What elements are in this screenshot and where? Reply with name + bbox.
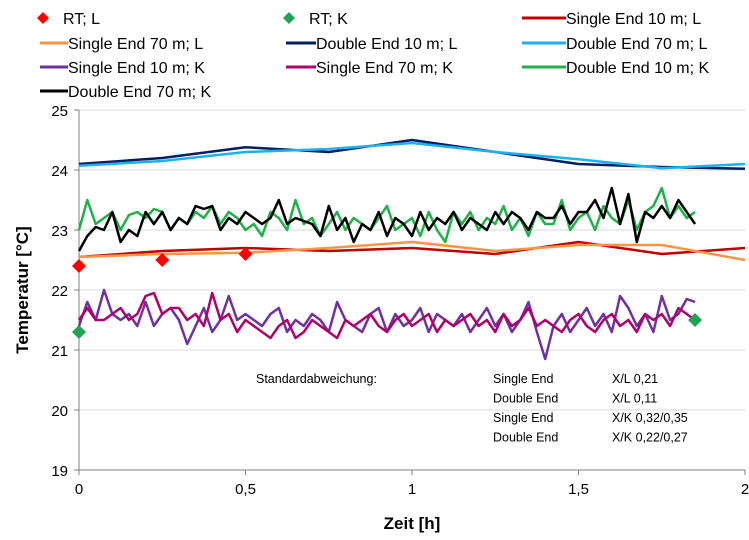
x-tick-label: 2 bbox=[741, 481, 749, 498]
legend-label: Double End 10 m; L bbox=[316, 36, 458, 53]
annotation-value: X/L 0,11 bbox=[612, 392, 657, 406]
legend-label: RT; L bbox=[63, 11, 100, 28]
annotation-type: Double End bbox=[493, 431, 558, 445]
legend-label: Double End 70 m; K bbox=[68, 84, 212, 101]
legend-label: Single End 10 m; K bbox=[68, 60, 205, 77]
annotation-title: Standardabweichung: bbox=[256, 372, 377, 386]
series-line bbox=[77, 186, 697, 252]
annotation-value: X/K 0,32/0,35 bbox=[612, 411, 688, 425]
legend-marker bbox=[37, 12, 49, 24]
annotation-type: Single End bbox=[493, 411, 554, 425]
x-tick-label: 0 bbox=[75, 481, 83, 498]
annotation-type: Single End bbox=[493, 372, 554, 386]
data-point-marker bbox=[238, 247, 253, 261]
legend-label: Double End 10 m; K bbox=[566, 60, 710, 77]
series-line bbox=[78, 240, 746, 262]
data-point-marker bbox=[72, 325, 86, 339]
y-tick-label: 19 bbox=[51, 463, 68, 480]
y-tick-label: 21 bbox=[51, 343, 68, 360]
series-line bbox=[78, 141, 746, 170]
legend-marker bbox=[283, 12, 295, 24]
data-point-marker bbox=[72, 259, 86, 273]
legend-label: Single End 70 m; L bbox=[68, 36, 203, 53]
series-line bbox=[78, 240, 746, 259]
y-axis-label: Temperatur [°C] bbox=[13, 226, 32, 353]
y-tick-label: 23 bbox=[51, 223, 68, 240]
x-tick-label: 1 bbox=[408, 481, 416, 498]
y-tick-label: 20 bbox=[51, 403, 68, 420]
legend-label: Single End 10 m; L bbox=[566, 11, 701, 28]
legend-label: Single End 70 m; K bbox=[316, 60, 453, 77]
x-tick-label: 0,5 bbox=[235, 481, 256, 498]
data-point-marker bbox=[688, 313, 703, 327]
y-tick-label: 22 bbox=[51, 283, 68, 300]
annotation-type: Double End bbox=[493, 392, 558, 406]
annotation-value: X/K 0,22/0,27 bbox=[612, 431, 688, 445]
legend-label: Double End 70 m; L bbox=[566, 36, 708, 53]
data-point-marker bbox=[155, 253, 170, 267]
series-line bbox=[78, 138, 746, 171]
x-tick-label: 1,5 bbox=[568, 481, 589, 498]
series-line bbox=[77, 291, 696, 340]
x-axis-label: Zeit [h] bbox=[384, 514, 441, 533]
annotation-value: X/L 0,21 bbox=[612, 372, 658, 386]
legend-label: RT; K bbox=[309, 11, 348, 28]
y-tick-label: 24 bbox=[51, 163, 68, 180]
y-tick-label: 25 bbox=[51, 103, 68, 120]
series-line bbox=[77, 288, 696, 361]
